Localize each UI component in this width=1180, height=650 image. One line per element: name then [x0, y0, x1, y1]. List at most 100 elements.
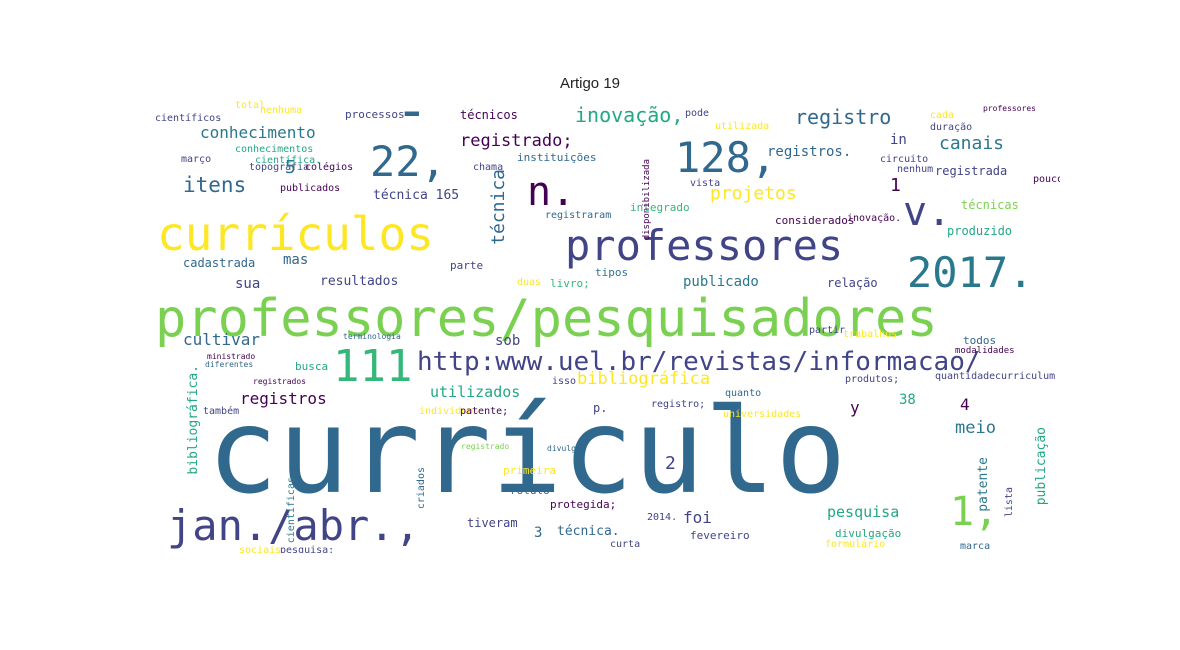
cloud-word: rótulo — [510, 484, 550, 497]
cloud-word: diferentes — [205, 360, 254, 369]
cloud-word: criados — [416, 467, 427, 510]
cloud-word: cadastrada — [183, 256, 256, 270]
cloud-word: processos — [345, 108, 405, 121]
cloud-word: registro — [795, 105, 892, 129]
cloud-word: instituições — [517, 151, 597, 164]
cloud-word: 128, — [675, 133, 777, 182]
cloud-word: lista — [1004, 487, 1015, 518]
cloud-word: foi — [683, 508, 712, 527]
cloud-word: inovação, — [575, 103, 684, 127]
cloud-word: 3 — [534, 525, 543, 541]
cloud-word: registros — [240, 389, 327, 408]
cloud-word: professores — [983, 104, 1036, 113]
cloud-word: técnica — [488, 169, 509, 245]
cloud-word: colégios — [305, 162, 354, 173]
cloud-word: pouco — [1033, 174, 1060, 185]
cloud-word: técnicos — [460, 108, 518, 122]
cloud-word: p. — [593, 401, 608, 415]
cloud-word: pode — [685, 108, 710, 119]
cloud-word: - — [395, 97, 429, 143]
cloud-word: utilizada — [715, 121, 770, 132]
cloud-word: protegida; — [550, 498, 617, 511]
cloud-word: registraram — [545, 210, 612, 221]
cloud-word: março — [181, 154, 212, 165]
cloud-word: formulário — [825, 539, 886, 550]
cloud-word: trabalhos — [843, 329, 898, 340]
cloud-word: sob — [495, 333, 521, 349]
cloud-word: divulgação — [835, 527, 902, 540]
cloud-word: científicas — [286, 477, 297, 544]
cloud-word: jan./abr., — [167, 501, 420, 550]
cloud-word: científica. — [255, 155, 322, 166]
cloud-word: patente; — [460, 406, 509, 417]
cloud-word: 22, — [370, 137, 446, 186]
cloud-word: produzido — [947, 224, 1013, 238]
cloud-word: quantidade — [935, 371, 996, 382]
cloud-word: 111 — [333, 341, 413, 392]
cloud-word: 2017. — [907, 248, 1034, 297]
cloud-word: todos — [963, 334, 997, 347]
cloud-word: resultados — [320, 274, 399, 289]
cloud-word: técnica 165 — [373, 188, 460, 203]
cloud-word: nenhuma — [260, 105, 303, 116]
cloud-word: registrado; — [460, 131, 573, 151]
cloud-word: integrado — [630, 201, 690, 214]
cloud-word: isso — [552, 376, 577, 387]
cloud-word: pesquisa — [827, 503, 900, 521]
cloud-word: técnicas — [961, 198, 1019, 212]
cloud-word: também — [203, 406, 240, 417]
cloud-word: busca — [295, 360, 329, 373]
cloud-word: científicos — [155, 113, 222, 124]
cloud-word: cada — [930, 110, 955, 121]
cloud-word: professores/pesquisadores — [155, 289, 938, 349]
cloud-word: livro; — [550, 277, 590, 290]
cloud-word: v. — [903, 189, 952, 235]
cloud-word: currículo — [207, 382, 847, 520]
cloud-word: bibliográfica — [577, 369, 711, 389]
cloud-word: y — [850, 398, 860, 417]
cloud-word: universidades — [723, 409, 802, 420]
cloud-word: itens — [183, 173, 247, 197]
cloud-word: nenhum — [897, 164, 934, 175]
cloud-word: divulgar — [547, 444, 586, 453]
cloud-word: duas — [517, 277, 542, 288]
word-cloud: currículo professores/pesquisadores curríc… — [155, 97, 1060, 553]
cloud-word: publicado — [683, 274, 759, 290]
cloud-word: 38 — [899, 392, 916, 408]
cloud-word: ministrado — [207, 352, 256, 361]
cloud-word: cultivar — [183, 330, 261, 349]
cloud-word: utilizados — [430, 383, 521, 401]
cloud-word: 2 — [665, 453, 676, 474]
cloud-word: 1, — [950, 489, 999, 535]
cloud-word: registrado — [461, 442, 510, 451]
cloud-word: n. — [527, 169, 576, 215]
cloud-word: quanto — [725, 388, 762, 399]
cloud-word: registros. — [767, 144, 852, 160]
cloud-word: in — [890, 132, 907, 148]
cloud-word: inovação. — [847, 213, 902, 224]
cloud-word: publicados — [280, 183, 341, 194]
cloud-word: registrados — [253, 377, 306, 386]
cloud-word: tipos — [595, 266, 629, 279]
cloud-word: tiveram — [467, 516, 518, 530]
cloud-word: 1 — [890, 175, 901, 196]
cloud-word: primeira — [503, 464, 556, 477]
cloud-word: canais — [939, 133, 1005, 154]
cloud-word: circuito — [880, 154, 929, 165]
cloud-word: produtos; — [845, 374, 900, 385]
cloud-word: duração — [930, 122, 973, 133]
cloud-word: publicação — [1034, 427, 1049, 506]
cloud-word: terminologia — [343, 332, 401, 341]
cloud-word: meio — [955, 418, 996, 438]
cloud-word: indivíduos — [419, 406, 480, 417]
cloud-word: parte — [450, 259, 484, 272]
cloud-word: pesquisa; — [280, 545, 335, 554]
cloud-word: mas — [283, 252, 309, 268]
chart-title: Artigo 19 — [559, 75, 621, 92]
cloud-word: chama — [473, 162, 504, 173]
cloud-word: relação — [827, 276, 878, 290]
cloud-word: técnica. — [557, 524, 620, 539]
cloud-word: currículos — [157, 207, 434, 261]
cloud-word: 4 — [960, 395, 970, 414]
cloud-word: professores — [565, 221, 844, 270]
